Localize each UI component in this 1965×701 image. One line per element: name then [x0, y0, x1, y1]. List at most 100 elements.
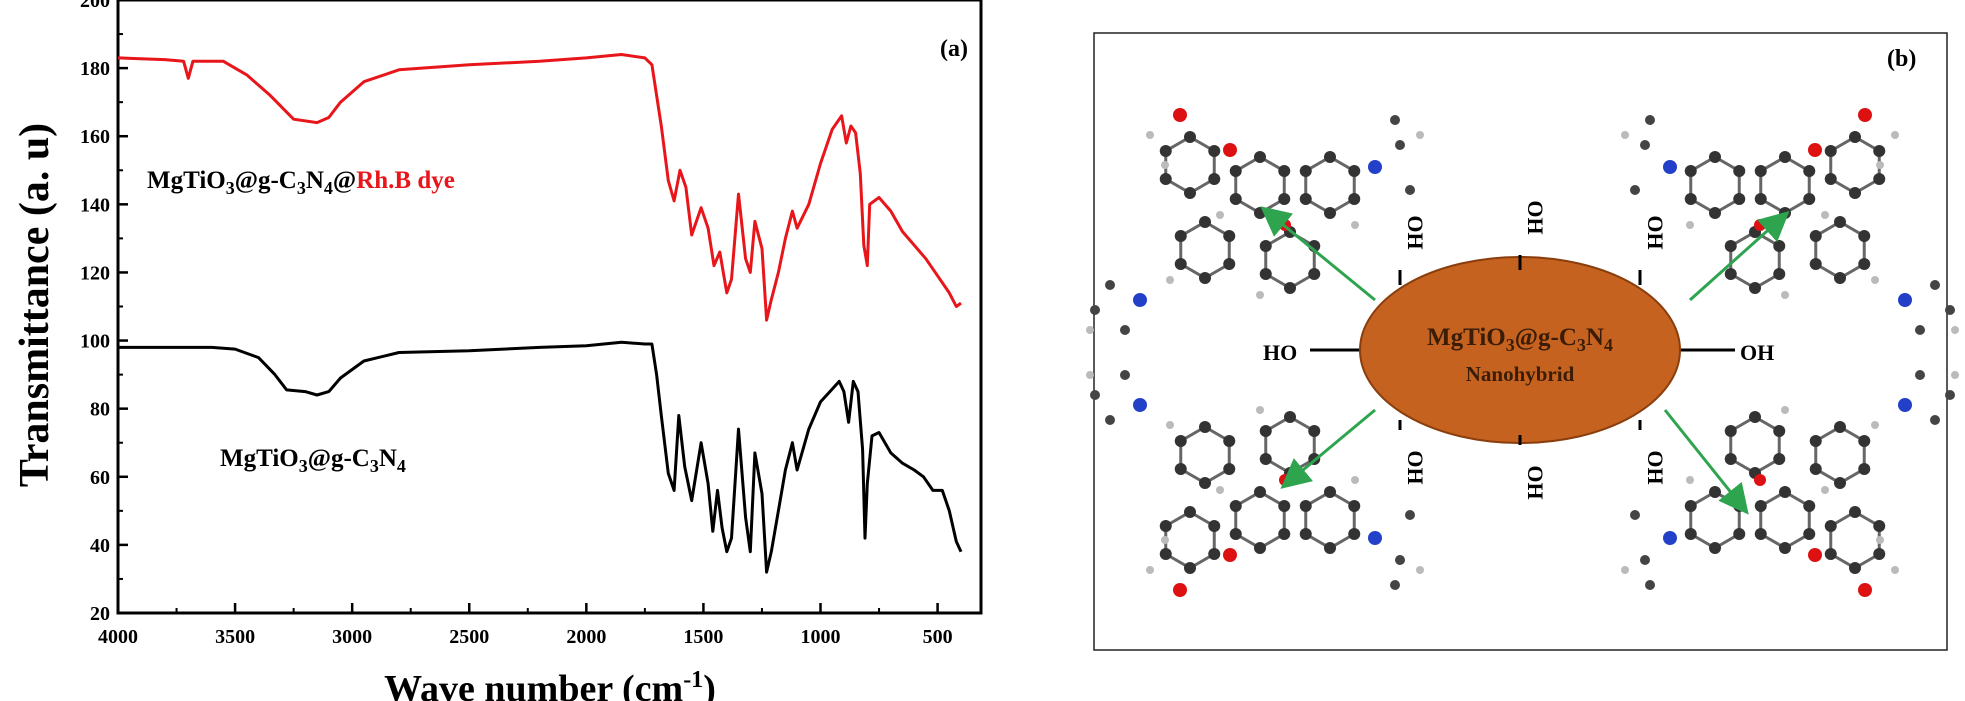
carbon-atom	[1640, 140, 1650, 150]
hydrogen-atom	[1256, 406, 1264, 414]
x-tick-label: 1000	[801, 626, 841, 648]
hydrogen-atom	[1891, 131, 1899, 139]
carbon-atom	[1299, 165, 1312, 177]
rhodamine-molecule	[1086, 370, 1424, 597]
carbon-atom	[1229, 500, 1242, 512]
binding-arrow	[1260, 206, 1376, 302]
carbon-atom	[1229, 528, 1242, 540]
x-title-close: )	[703, 668, 716, 701]
hydrogen-atom	[1781, 291, 1789, 299]
carbon-atom	[1199, 421, 1211, 433]
series-line-base	[118, 340, 963, 574]
vertical-hydroxyl-label: OH	[1403, 215, 1428, 249]
binding-arrow	[1663, 409, 1749, 515]
carbon-atom	[1824, 548, 1837, 560]
carbon-atom	[1834, 477, 1846, 489]
label-part: @g-C	[235, 167, 297, 194]
nanohybrid-label: Nanohybrid	[1466, 362, 1575, 386]
hydrogen-atom	[1416, 131, 1424, 139]
hydrogen-atom	[1871, 421, 1879, 429]
carbon-atom	[1809, 258, 1822, 270]
carbon-atom	[1229, 165, 1242, 177]
carbon-atom	[1779, 486, 1791, 498]
carbon-atom	[1308, 425, 1321, 437]
carbon-atom	[1873, 520, 1886, 532]
y-tick-label: 160	[80, 126, 110, 148]
carbon-atom	[1724, 453, 1737, 465]
carbon-atom	[1199, 477, 1211, 489]
carbon-atom	[1390, 115, 1400, 125]
carbon-atom	[1749, 411, 1761, 423]
carbon-atom	[1199, 216, 1211, 228]
hydrogen-atom	[1166, 276, 1174, 284]
label-part: 3	[370, 456, 379, 476]
carbon-atom	[1390, 580, 1400, 590]
label-part: N	[1586, 324, 1604, 351]
vertical-hydroxyl-label: OH	[1523, 465, 1548, 499]
carbon-atom	[1684, 165, 1697, 177]
carbon-atom	[1749, 282, 1761, 294]
carbon-atom	[1090, 305, 1100, 315]
carbon-atom	[1223, 258, 1236, 270]
carbon-atom	[1184, 562, 1196, 574]
oxygen-atom	[1754, 474, 1766, 486]
nitrogen-atom	[1133, 293, 1147, 307]
carbon-atom	[1174, 463, 1187, 475]
label-part: MgTiO	[220, 445, 299, 472]
carbon-atom	[1259, 425, 1272, 437]
carbon-atom	[1159, 145, 1172, 157]
carbon-atom	[1849, 187, 1861, 199]
carbon-atom	[1858, 258, 1871, 270]
series-layer	[117, 53, 963, 574]
hydrogen-atom	[1166, 421, 1174, 429]
carbon-atom	[1733, 165, 1746, 177]
x-title-main: Wave number (cm	[384, 668, 683, 701]
carbon-atom	[1834, 216, 1846, 228]
hydrogen-atom	[1821, 486, 1829, 494]
oxygen-atom	[1754, 219, 1766, 231]
label-part: 3	[1506, 335, 1515, 355]
carbon-atom	[1709, 207, 1721, 219]
carbon-atom	[1754, 528, 1767, 540]
rhodamine-molecule	[1086, 108, 1424, 335]
carbon-atom	[1945, 390, 1955, 400]
carbon-atom	[1724, 240, 1737, 252]
carbon-atom	[1395, 555, 1405, 565]
carbon-atom	[1299, 193, 1312, 205]
carbon-atom	[1159, 173, 1172, 185]
carbon-atom	[1199, 272, 1211, 284]
carbon-atom	[1308, 268, 1321, 280]
rhodamine-molecules	[1086, 108, 1959, 597]
x-tick-label: 3500	[215, 626, 255, 648]
x-tick-label: 1500	[683, 626, 723, 648]
carbon-atom	[1915, 325, 1925, 335]
carbon-atom	[1824, 520, 1837, 532]
oxygen-atom	[1858, 108, 1872, 122]
y-tick-label: 20	[90, 603, 110, 625]
y-tick-label: 140	[80, 194, 110, 216]
oxygen-atom	[1173, 583, 1187, 597]
y-tick-label: 100	[80, 331, 110, 353]
carbon-atom	[1254, 486, 1266, 498]
carbon-atom	[1803, 528, 1816, 540]
series-label-base: MgTiO3@g-C3N4	[220, 445, 406, 476]
label-part: 3	[226, 178, 235, 198]
label-part: @	[333, 167, 356, 194]
carbon-atom	[1684, 193, 1697, 205]
carbon-atom	[1849, 131, 1861, 143]
label-part: 3	[297, 178, 306, 198]
vertical-hydroxyl-label: OH	[1523, 200, 1548, 234]
carbon-atom	[1858, 463, 1871, 475]
hydrogen-atom	[1086, 371, 1094, 379]
hydroxyl-left: HO	[1263, 340, 1297, 365]
oxygen-atom	[1223, 548, 1237, 562]
y-tick-label: 180	[80, 58, 110, 80]
carbon-atom	[1405, 185, 1415, 195]
label-part: MgTiO	[147, 167, 226, 194]
carbon-atom	[1159, 520, 1172, 532]
carbon-atom	[1824, 173, 1837, 185]
oxygen-atom	[1808, 548, 1822, 562]
x-tick-label: 500	[923, 626, 953, 648]
hydrogen-atom	[1951, 371, 1959, 379]
